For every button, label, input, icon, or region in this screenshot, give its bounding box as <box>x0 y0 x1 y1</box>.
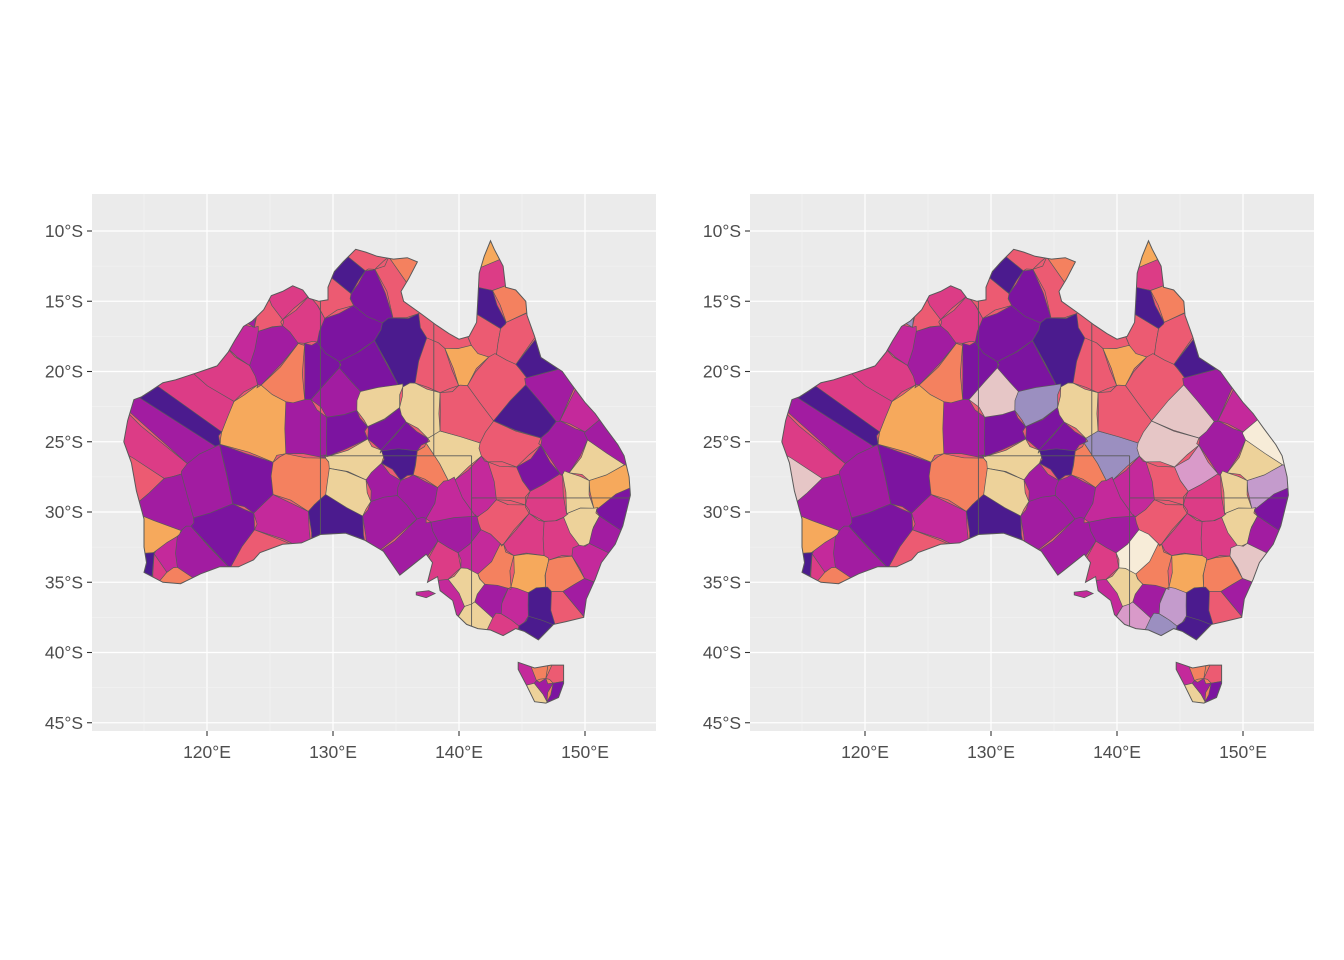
catchment-region <box>253 494 313 554</box>
catchment-region <box>1072 337 1118 394</box>
catchment-region <box>809 535 836 573</box>
lon-tick-label: 150°E <box>1219 742 1267 762</box>
kangaroo-island-outline <box>415 590 437 599</box>
map-panel-right: 10°S 15°S 20°S 25°S 30°S 35°S 40°S 45°S 120°E 130… <box>658 0 1316 960</box>
catchment-region <box>1220 470 1253 515</box>
axes: 10°S 15°S 20°S 25°S 30°S 35°S 40°S 45°S 120°E 130… <box>703 221 1267 762</box>
catchment-region <box>399 382 441 439</box>
catchment-region <box>839 444 892 519</box>
catchment-region <box>430 515 482 554</box>
tasmania-outline <box>517 661 565 704</box>
catchment-region <box>326 409 369 458</box>
state-borders <box>319 287 631 628</box>
lat-tick-label: 30°S <box>703 502 741 522</box>
catchment-region <box>325 467 372 517</box>
catchment-region <box>260 342 306 404</box>
lat-tick-label: 25°S <box>45 432 83 452</box>
coastline <box>123 239 631 641</box>
catchment-region <box>510 553 549 594</box>
catchment-region <box>1088 515 1140 554</box>
catchment-region <box>1168 553 1207 594</box>
catchment-region <box>380 448 418 481</box>
lat-tick-label: 35°S <box>703 572 741 592</box>
catchment-region <box>282 295 326 345</box>
lat-tick-label: 30°S <box>45 502 83 522</box>
lon-tick-label: 140°E <box>435 742 483 762</box>
catchment-region <box>310 367 361 418</box>
catchment-region <box>940 295 984 345</box>
lat-tick-label: 25°S <box>703 432 741 452</box>
lat-tick-label: 20°S <box>703 362 741 382</box>
catchment-region <box>478 420 542 468</box>
catchment-region <box>1038 448 1076 481</box>
catchment-region <box>1020 495 1076 560</box>
catchment-region <box>151 535 178 573</box>
lat-tick-label: 10°S <box>45 221 83 241</box>
catchment-region <box>984 409 1027 458</box>
lat-tick-label: 40°S <box>703 643 741 663</box>
tasmania-outline <box>1175 661 1223 704</box>
catchment-region <box>181 444 234 519</box>
lat-tick-label: 45°S <box>703 713 741 733</box>
state-borders <box>977 287 1289 628</box>
lon-tick-label: 140°E <box>1093 742 1141 762</box>
catchment-region <box>983 467 1030 517</box>
lon-tick-label: 150°E <box>561 742 609 762</box>
lon-tick-label: 120°E <box>183 742 231 762</box>
axes: 10°S 15°S 20°S 25°S 30°S 35°S 40°S 45°S 120°E 130… <box>45 221 609 762</box>
kangaroo-island-outline <box>1073 590 1095 599</box>
lat-tick-label: 10°S <box>703 221 741 241</box>
catchment-region <box>911 494 971 554</box>
catchment-region <box>968 367 1019 418</box>
catchment-region <box>1136 420 1200 468</box>
lon-tick-label: 130°E <box>967 742 1015 762</box>
lat-tick-label: 20°S <box>45 362 83 382</box>
lon-tick-label: 130°E <box>309 742 357 762</box>
map-panel-left: 10°S 15°S 20°S 25°S 30°S 35°S 40°S 45°S 120°E 130… <box>0 0 658 960</box>
lat-tick-label: 15°S <box>45 291 83 311</box>
lon-tick-label: 120°E <box>841 742 889 762</box>
coastline <box>781 239 1289 641</box>
catchment-region <box>918 342 964 404</box>
lat-tick-label: 45°S <box>45 713 83 733</box>
lat-tick-label: 15°S <box>703 291 741 311</box>
catchment-region <box>562 470 595 515</box>
lat-tick-label: 40°S <box>45 643 83 663</box>
catchment-region <box>1057 382 1099 439</box>
catchment-region <box>414 337 460 394</box>
lat-tick-label: 35°S <box>45 572 83 592</box>
catchment-region <box>362 495 418 560</box>
